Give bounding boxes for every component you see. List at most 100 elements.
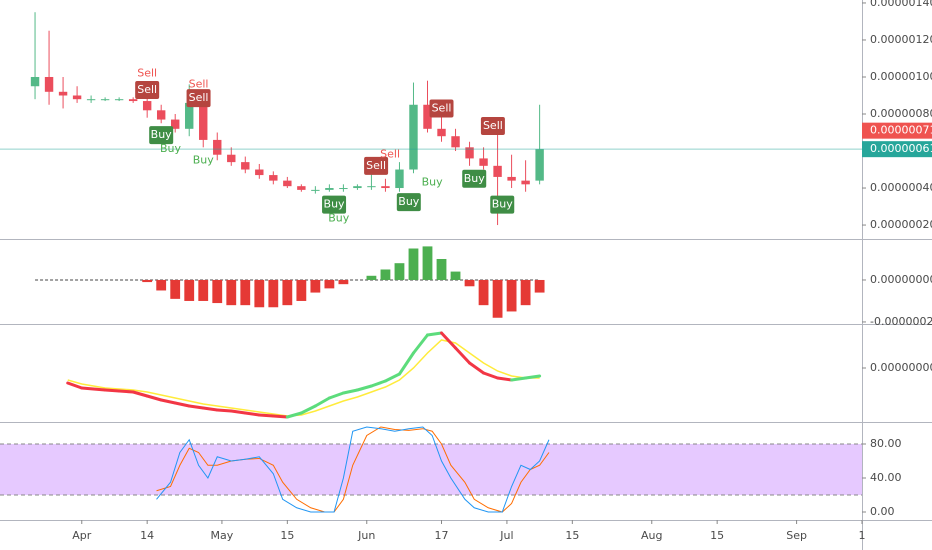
signal-label: Sell — [483, 119, 503, 132]
line-segment — [454, 346, 472, 365]
x-tick-label: 17 — [435, 529, 449, 542]
histogram-bar — [212, 279, 223, 304]
line-segment — [327, 391, 345, 400]
signal-text: Buy — [160, 142, 182, 155]
line-segment — [117, 389, 135, 394]
candle-body — [142, 101, 152, 111]
candle-body — [58, 91, 68, 96]
histogram-bar — [142, 279, 153, 283]
signal-label: Sell — [432, 101, 452, 114]
line-segment — [187, 404, 205, 410]
signal-label: Buy — [464, 172, 486, 185]
histogram-bar — [422, 246, 433, 280]
signal-label: Sell — [366, 159, 386, 172]
histogram-bar — [156, 279, 167, 291]
histogram-bar — [296, 279, 307, 301]
signal-box — [490, 195, 515, 214]
candle-body — [283, 180, 292, 187]
histogram-bar — [170, 279, 181, 299]
x-tick-label: 14 — [140, 529, 154, 542]
histogram-bar — [324, 279, 335, 289]
signal-label: Buy — [324, 198, 346, 211]
signal-box — [480, 117, 505, 136]
candle-body — [255, 169, 264, 176]
candle-body — [423, 104, 432, 129]
candle-body — [465, 147, 474, 159]
y-tick-label: 0.00000000 — [870, 361, 932, 374]
x-tick-label: May — [211, 529, 234, 542]
histogram-bar — [408, 248, 419, 280]
line-segment — [257, 413, 275, 418]
line-segment — [425, 331, 444, 337]
price-marker-label: 0.00000071 — [870, 124, 932, 137]
candle-body — [44, 76, 54, 92]
histogram-bar — [520, 279, 531, 306]
histogram-bar — [380, 269, 391, 280]
line-segment — [482, 371, 500, 380]
candle-body — [156, 110, 166, 120]
histogram-bar — [450, 271, 461, 280]
candle-body — [493, 165, 502, 177]
candle-body — [521, 180, 530, 185]
line-segment — [383, 372, 401, 383]
line-segment — [243, 411, 261, 417]
signal-label: Buy — [492, 198, 514, 211]
x-tick-label: Apr — [72, 529, 92, 542]
histogram-bar — [282, 279, 293, 306]
signal-box — [149, 126, 174, 145]
x-tick-label: Jul — [499, 529, 513, 542]
signal-box — [364, 156, 389, 175]
candle-body — [409, 104, 418, 170]
candle-body — [213, 139, 222, 155]
signal-text: Buy — [422, 175, 444, 188]
y-tick-label: -0.00000020 — [870, 315, 932, 328]
line-segment — [229, 409, 247, 415]
candle-body — [227, 154, 236, 163]
candle-body — [507, 176, 516, 181]
band — [0, 443, 862, 496]
y-tick-label: 40.00 — [870, 471, 902, 484]
candle-body — [86, 99, 96, 101]
histogram-bar — [394, 263, 405, 280]
line-segment — [397, 351, 415, 376]
signal-text: Buy — [328, 212, 350, 225]
line — [67, 339, 540, 417]
signal-text: Sell — [137, 66, 157, 79]
candle-body — [381, 186, 390, 189]
histogram-bar — [338, 279, 349, 285]
line-segment — [66, 381, 84, 390]
y-tick-label: 0.00000100 — [870, 70, 932, 83]
candle-body — [128, 99, 138, 102]
line-segment — [271, 414, 289, 419]
histogram-bar — [268, 279, 279, 308]
x-tick-label: 1 — [859, 529, 866, 542]
line-segment — [411, 333, 429, 355]
candle-body — [241, 162, 250, 170]
histogram-bar — [464, 279, 475, 287]
x-tick-label: 15 — [710, 529, 724, 542]
candle-body — [199, 102, 208, 140]
candle-body — [30, 76, 40, 87]
y-tick-label: 80.00 — [870, 437, 902, 450]
candle-body — [297, 186, 306, 190]
signal-box — [429, 99, 454, 118]
price-marker — [862, 141, 932, 158]
line-segment — [215, 408, 233, 413]
line-segment — [496, 376, 514, 382]
histogram-bar — [506, 279, 517, 312]
y-tick-label: 0.00000020 — [870, 218, 932, 231]
x-tick-label: Sep — [786, 529, 807, 542]
histogram-bar — [254, 279, 265, 308]
signal-text: Buy — [193, 153, 215, 166]
y-tick-label: 0.00000120 — [870, 33, 932, 46]
candle-body — [535, 149, 544, 181]
candle-body — [114, 99, 124, 101]
candle-body — [185, 102, 194, 129]
x-tick-label: 15 — [280, 529, 294, 542]
line — [156, 426, 550, 513]
candle-body — [269, 175, 278, 181]
line-segment — [440, 331, 458, 350]
x-tick-label: Aug — [641, 529, 662, 542]
signal-box — [396, 193, 421, 212]
